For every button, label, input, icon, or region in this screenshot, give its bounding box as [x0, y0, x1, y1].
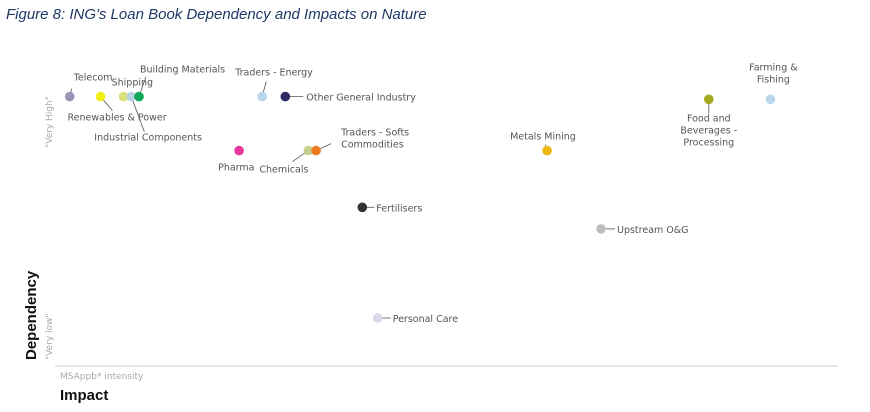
point-metals-mining [542, 145, 552, 156]
point-food-and-beverages-processing [704, 94, 714, 105]
point-renewables-power [95, 91, 106, 102]
point-building-materials [134, 91, 144, 102]
chart-marks: Telecom Renewables & Power Shipping Industr… [64, 62, 798, 325]
point-label-personal-care: Personal Care [393, 314, 459, 325]
point-label-farming-fishing: Farming & Fishing [749, 62, 798, 85]
point-label-shipping: Shipping [112, 78, 153, 89]
point-label-traders-softs-commodities: Traders - Softs Commodities [340, 128, 409, 151]
point-label-building-materials: Building Materials [140, 65, 225, 76]
point-fertilisers [357, 202, 368, 213]
point-farming-fishing [765, 94, 776, 105]
point-upstream-o-g [596, 224, 606, 234]
point-label-food-and-beverages-processing: Food and Beverages -Processing [680, 113, 737, 148]
point-traders-softs-commodities [311, 145, 321, 156]
point-label-other-general-industry: Other General Industry [306, 93, 416, 104]
point-label-pharma: Pharma [218, 163, 254, 174]
point-pharma [234, 145, 244, 156]
point-personal-care [372, 313, 383, 323]
y-axis-top-label: "Very High" [45, 96, 55, 148]
point-traders-energy [257, 91, 268, 102]
point-other-general-industry [280, 91, 291, 102]
x-axis-label: Impact [60, 387, 108, 404]
leader-line-industrial-components [130, 96, 145, 132]
point-label-telecom: Telecom [73, 73, 113, 84]
point-label-industrial-components: Industrial Components [94, 133, 202, 144]
point-industrial-components [126, 91, 137, 102]
y-axis-bottom-label: "Very low" [45, 313, 55, 360]
point-label-upstream-o-g: Upstream O&G [617, 225, 689, 236]
point-label-chemicals: Chemicals [259, 165, 308, 176]
point-label-fertilisers: Fertilisers [376, 203, 422, 214]
point-telecom [64, 91, 75, 102]
y-axis-label: Dependency [23, 270, 40, 360]
point-label-metals-mining: Metals Mining [510, 132, 576, 143]
point-label-traders-energy: Traders - Energy [234, 68, 313, 79]
x-axis-sublabel: MSAppb* intensity [60, 372, 144, 382]
point-shipping [118, 91, 129, 102]
figure-title: Figure 8: ING's Loan Book Dependency and… [6, 6, 427, 23]
point-chemicals [303, 145, 314, 156]
point-label-renewables-power: Renewables & Power [68, 113, 167, 124]
